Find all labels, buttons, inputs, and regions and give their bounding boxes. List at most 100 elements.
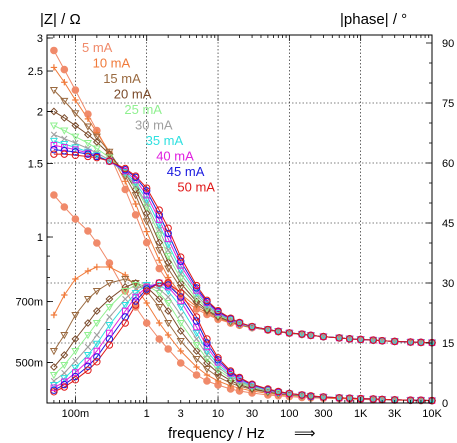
phase-point	[214, 356, 222, 364]
impedance-point	[155, 264, 164, 273]
phase-point	[369, 395, 377, 403]
legend-entry: 25 mA	[124, 102, 162, 117]
phase-point	[61, 291, 68, 299]
impedance-point	[307, 331, 315, 340]
phase-point	[155, 289, 164, 298]
impedance-point	[60, 97, 69, 106]
phase-point	[60, 383, 69, 391]
phase-point	[391, 396, 398, 403]
phase-point	[72, 369, 79, 376]
phase-point	[131, 297, 140, 305]
phase-point	[193, 363, 200, 371]
phase-point	[61, 369, 68, 377]
x-tick-label: 300	[314, 408, 332, 420]
impedance-point	[50, 141, 58, 149]
phase-point	[165, 293, 172, 301]
impedance-point	[49, 137, 58, 146]
phase-point	[142, 319, 151, 327]
impedance-point	[226, 314, 235, 322]
phase-point	[164, 307, 173, 315]
phase-point	[60, 331, 69, 340]
phase-point	[176, 303, 185, 312]
y-left-tick-label: 1.5	[28, 159, 43, 171]
x-tick-label: 3K	[388, 408, 402, 420]
phase-point	[202, 355, 212, 364]
y-left-tick-label: 2	[37, 106, 43, 118]
impedance-point	[143, 228, 150, 235]
impedance-point	[105, 157, 114, 165]
phase-point	[203, 343, 211, 351]
impedance-point	[177, 270, 184, 278]
impedance-point	[406, 338, 415, 346]
phase-point	[131, 301, 140, 309]
phase-point	[192, 347, 201, 355]
phase-point	[84, 267, 92, 275]
phase-point	[71, 347, 80, 356]
phase-point	[177, 293, 185, 301]
impedance-point	[71, 144, 80, 152]
phase-point	[274, 387, 283, 396]
impedance-point	[177, 262, 185, 269]
y-right-tick-label: 60	[442, 158, 454, 170]
phase-point	[121, 283, 130, 291]
impedance-point	[165, 247, 172, 254]
phase-point	[156, 319, 163, 327]
phase-point	[92, 340, 101, 349]
phase-point	[84, 343, 92, 351]
impedance-point	[164, 235, 172, 243]
phase-point	[71, 364, 80, 373]
impedance-point	[275, 328, 282, 335]
phase-point	[214, 369, 222, 377]
x-tick-label: 100m	[62, 408, 90, 420]
phase-point	[50, 191, 58, 199]
impedance-point	[155, 206, 163, 214]
impedance-point	[71, 110, 80, 118]
impedance-point	[61, 135, 68, 142]
phase-point	[131, 279, 140, 287]
phase-point	[155, 279, 163, 287]
impedance-point	[60, 147, 69, 155]
impedance-point	[84, 130, 92, 139]
phase-point	[122, 295, 129, 303]
impedance-point	[164, 253, 173, 261]
phase-point	[93, 358, 101, 366]
phase-point	[132, 293, 139, 301]
phase-point	[92, 319, 101, 328]
impedance-point	[335, 334, 343, 342]
phase-point	[155, 335, 164, 343]
impedance-point	[177, 257, 185, 265]
phase-point	[84, 227, 92, 235]
impedance-point	[164, 224, 172, 232]
phase-point	[203, 339, 211, 347]
impedance-point	[60, 113, 69, 122]
series-markers	[49, 46, 437, 405]
impedance-point	[131, 185, 140, 194]
phase-point	[93, 331, 100, 339]
phase-point	[155, 303, 164, 312]
phase-point	[203, 359, 211, 367]
phase-point	[131, 289, 140, 298]
phase-point	[226, 379, 235, 388]
phase-point	[131, 303, 140, 311]
phase-point	[297, 392, 306, 400]
impedance-point	[286, 330, 293, 337]
impedance-point	[83, 148, 92, 157]
phase-point	[164, 279, 172, 287]
impedance-point	[142, 238, 151, 247]
phase-point	[131, 281, 140, 290]
impedance-point	[49, 122, 58, 130]
impedance-point	[391, 338, 398, 345]
phase-point	[83, 331, 92, 340]
impedance-point	[235, 318, 244, 327]
phase-point	[176, 359, 185, 367]
x-tick-label: 30	[246, 408, 258, 420]
phase-point	[192, 317, 201, 325]
phase-point	[346, 395, 353, 402]
phase-point	[105, 321, 114, 330]
y-left-tick-label: 2.5	[28, 66, 43, 78]
x-tick-label: 100	[280, 408, 298, 420]
phase-point	[71, 215, 80, 223]
impedance-point	[248, 322, 256, 331]
phase-point	[307, 392, 315, 400]
impedance-point	[176, 279, 185, 288]
